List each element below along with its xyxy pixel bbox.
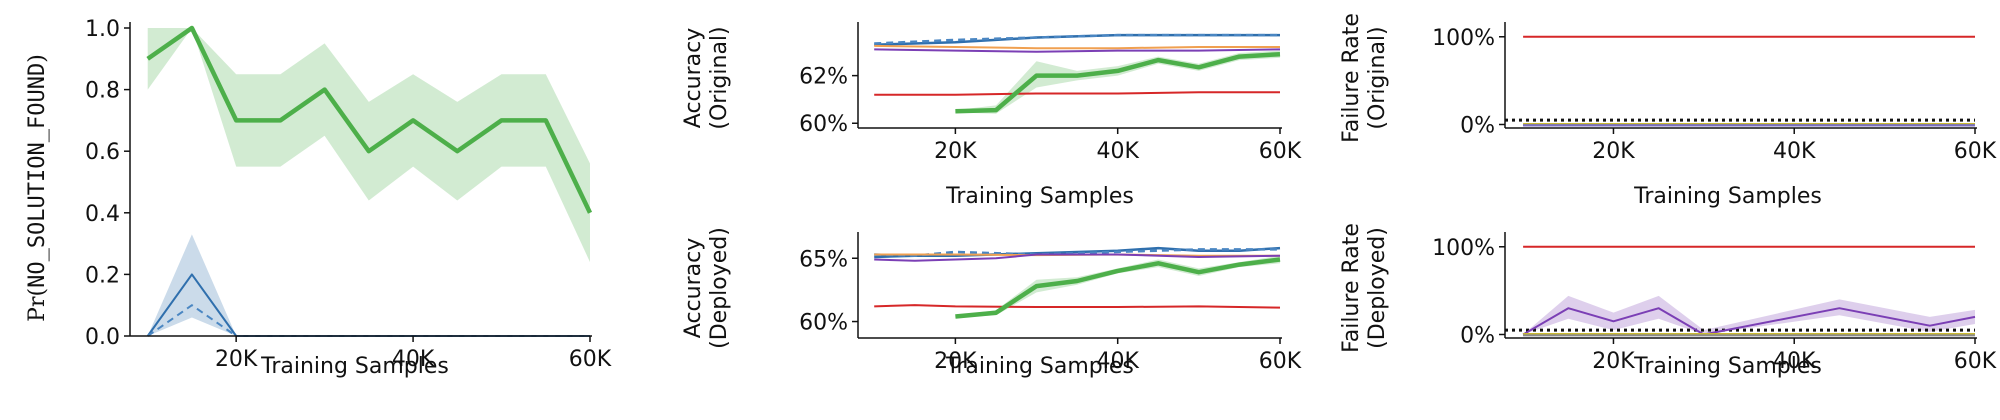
series-line-4 (874, 304, 1281, 309)
series-line-2 (147, 304, 590, 337)
series-line-5 (955, 257, 1281, 319)
confidence-band-1 (1523, 295, 1975, 335)
y-axis-label-line2: (Deployed) (1365, 227, 1390, 349)
x-tick-label: 40K (1096, 139, 1139, 164)
y-axis-label-line1: Failure Rate (1339, 223, 1364, 353)
y-axis-label-line1: Failure Rate (1339, 13, 1364, 143)
chart-panel-failure-rate-deployed: Training Samples 20K 40K 60K 0% 100% Failure … (1339, 223, 1997, 379)
y-tick-label: 60% (799, 112, 848, 137)
plot-area (874, 246, 1281, 319)
y-tick-label: 0.2 (85, 263, 120, 288)
y-tick-label: 0.0 (85, 325, 120, 350)
series-line-5 (955, 51, 1281, 114)
y-tick-label: 0% (1460, 113, 1495, 138)
series-line-4 (874, 91, 1280, 96)
x-axis-label: Training Samples (1633, 354, 1822, 379)
x-tick-label: 20K (1592, 349, 1635, 374)
x-axis-label: Training Samples (945, 184, 1134, 209)
y-tick-label: 0.4 (85, 202, 120, 227)
series-line-1 (874, 33, 1280, 45)
x-tick-label: 40K (1096, 349, 1139, 374)
plot-area (1505, 245, 1976, 337)
series-line-3 (874, 253, 1281, 262)
y-tick-label: 65% (799, 247, 848, 272)
y-axis-label-code: NO_SOLUTION_FOUND (25, 63, 50, 288)
x-tick-label: 60K (1954, 349, 1997, 374)
x-tick-label: 20K (934, 349, 977, 374)
y-tick-label: 62% (799, 65, 848, 90)
series-line-3 (874, 48, 1281, 53)
y-tick-label: 0.6 (85, 140, 120, 165)
chart-panel-no-solution-found: Pr(NO_SOLUTION_FOUND) Training Samples 2… (25, 17, 612, 379)
x-tick-label: 60K (1259, 349, 1302, 374)
chart-panel-accuracy-original: Training Samples 20K 40K 60K 60% 62% Accuracy… (681, 22, 1302, 209)
x-tick-label: 60K (1259, 139, 1302, 164)
chart-panel-failure-rate-original: Training Samples 20K 40K 60K 0% 100% Failure … (1339, 13, 1997, 209)
y-tick-label: 100% (1432, 26, 1495, 51)
series-line-1 (1522, 307, 1976, 336)
y-axis-label-line2: (Original) (707, 26, 732, 129)
x-tick-label: 40K (392, 347, 435, 372)
confidence-band-0 (147, 28, 590, 263)
y-axis-label-line2: (Original) (1365, 26, 1390, 129)
x-axis-label: Training Samples (945, 354, 1134, 379)
series-line-1 (146, 273, 590, 337)
y-axis-label-prefix: Pr( (25, 288, 50, 322)
x-axis-label: Training Samples (1633, 184, 1822, 209)
y-tick-label: 60% (799, 311, 848, 336)
y-axis-label: Pr(NO_SOLUTION_FOUND) (25, 54, 50, 322)
x-tick-label: 40K (1773, 139, 1816, 164)
x-tick-label: 40K (1773, 349, 1816, 374)
x-tick-label: 60K (569, 347, 612, 372)
plot-area (1505, 35, 1975, 127)
y-axis-label-suffix: ) (25, 54, 50, 63)
y-axis-label-line1: Accuracy (681, 28, 706, 128)
series-line-0 (146, 25, 592, 214)
x-tick-label: 20K (934, 139, 977, 164)
chart-panel-accuracy-deployed: Training Samples 20K 40K 60K 60% 65% Accuracy… (681, 227, 1302, 379)
y-axis-label-line2: (Deployed) (707, 227, 732, 349)
y-tick-label: 100% (1432, 236, 1495, 261)
confidence-band-1 (147, 234, 590, 336)
series-line-2 (874, 44, 1280, 50)
plot-area (146, 25, 592, 337)
y-axis-label-line1: Accuracy (681, 238, 706, 338)
y-tick-label: 1.0 (85, 17, 120, 42)
y-tick-label: 0.8 (85, 79, 120, 104)
x-tick-label: 60K (1954, 139, 1997, 164)
x-tick-label: 20K (1592, 139, 1635, 164)
x-axis-label: Training Samples (260, 354, 449, 379)
x-tick-label: 20K (215, 347, 258, 372)
y-tick-label: 0% (1460, 323, 1495, 348)
plot-area (874, 33, 1281, 114)
